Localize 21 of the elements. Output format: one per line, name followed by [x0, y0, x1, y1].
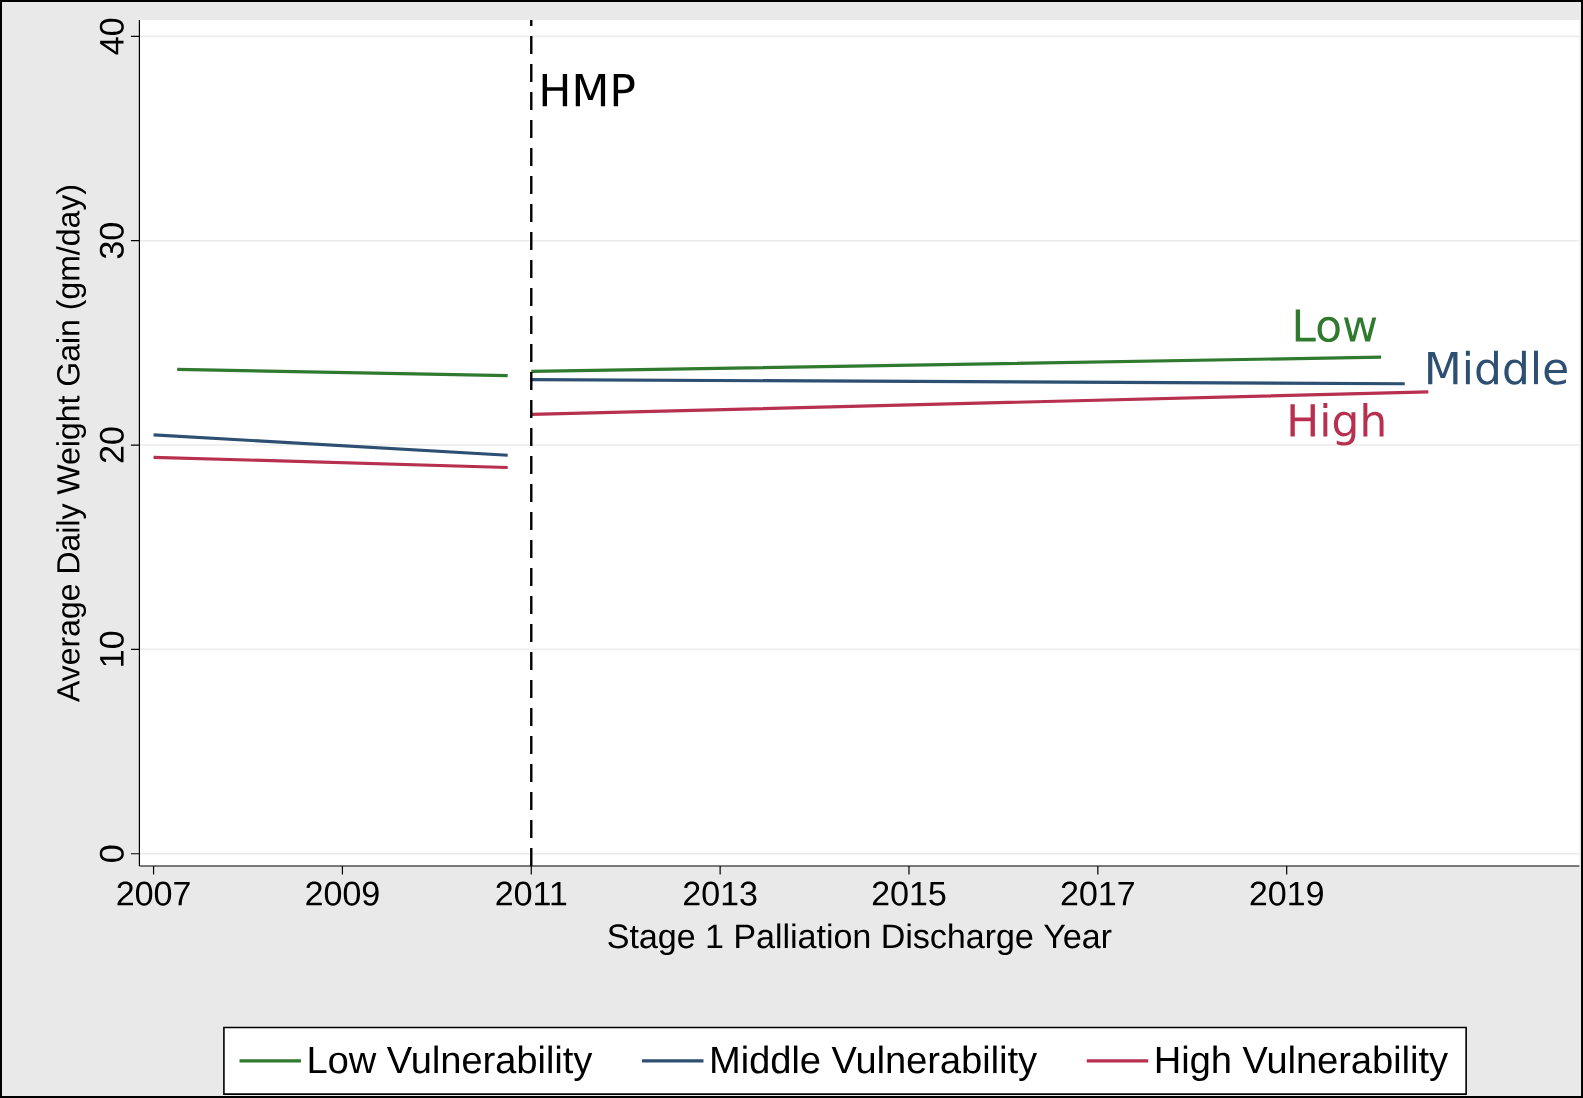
x-axis-title: Stage 1 Palliation Discharge Year [608, 923, 1112, 956]
x-tick-label: 2011 [496, 881, 567, 906]
y-tick-label: 40 [99, 18, 124, 55]
x-tick-label: 2015 [872, 881, 946, 906]
y-tick-label: 30 [99, 223, 124, 259]
ref-line-label: HMP [542, 74, 635, 107]
x-tick-label: 2013 [684, 881, 757, 906]
y-tick-label: 0 [99, 845, 124, 862]
annotation: Low [1295, 309, 1377, 343]
x-tick-label: 2019 [1250, 881, 1323, 906]
x-tick-label: 2009 [306, 881, 379, 906]
legend-label: Middle Vulnerability [712, 1045, 1038, 1081]
x-tick-label: 2017 [1061, 881, 1134, 906]
legend-label: Low Vulnerability [309, 1045, 593, 1081]
y-tick-label: 10 [99, 631, 124, 666]
x-tick-label: 2007 [117, 881, 190, 906]
y-axis-title: Average Daily Weight Gain (gm/day) [56, 186, 87, 703]
annotation: High [1290, 402, 1384, 446]
legend-label: High Vulnerability [1156, 1045, 1448, 1081]
y-tick-label: 20 [99, 427, 124, 463]
annotation: Middle [1428, 350, 1567, 385]
